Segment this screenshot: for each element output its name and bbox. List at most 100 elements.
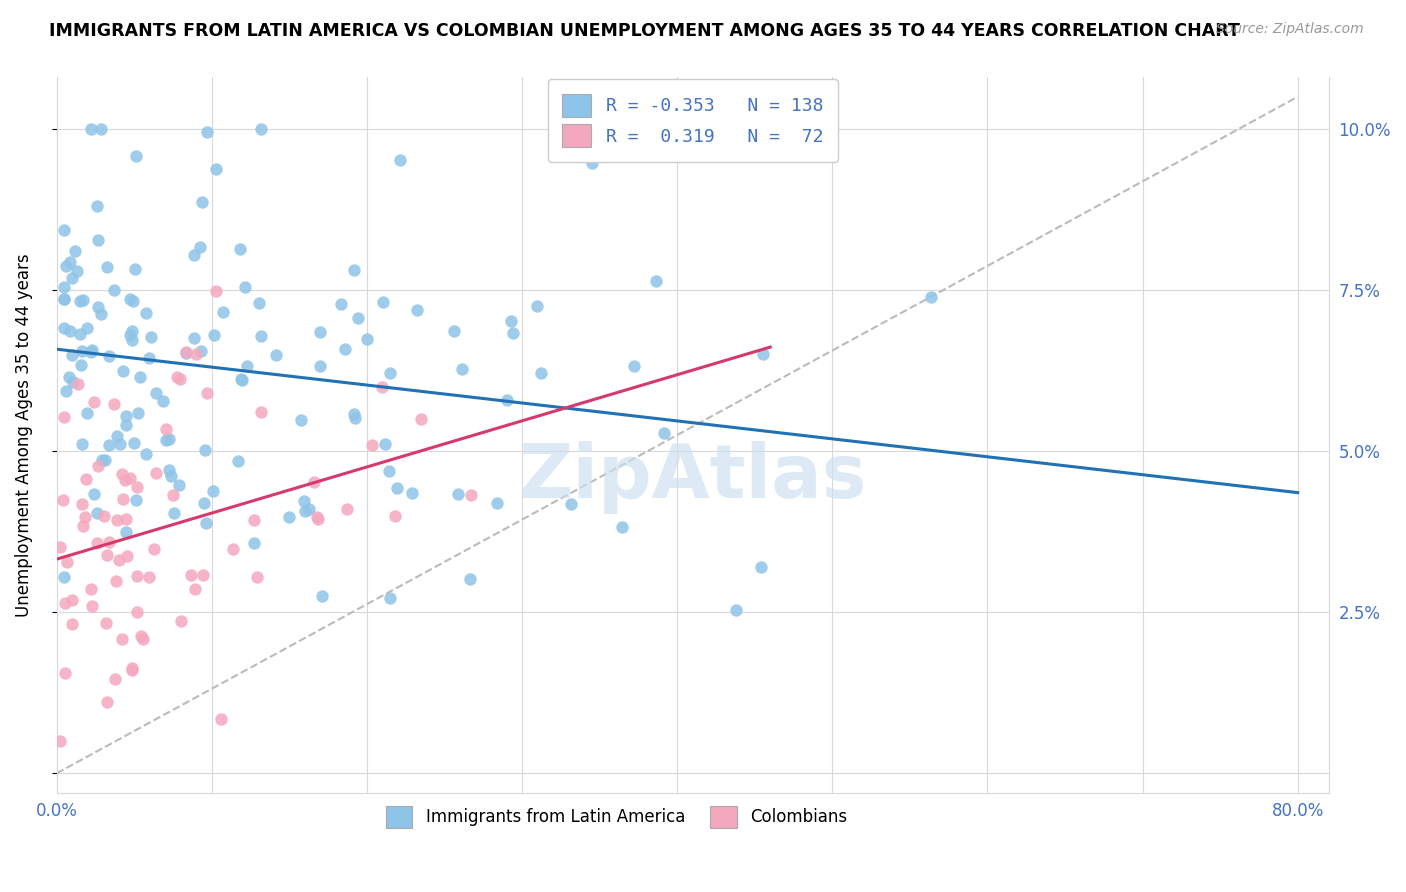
Text: IMMIGRANTS FROM LATIN AMERICA VS COLOMBIAN UNEMPLOYMENT AMONG AGES 35 TO 44 YEAR: IMMIGRANTS FROM LATIN AMERICA VS COLOMBI… [49, 22, 1240, 40]
Point [297, 502, 319, 516]
Point [294, 504, 316, 518]
Point [204, 284, 226, 298]
Point [51, 492, 73, 507]
Point [60, 593, 83, 607]
Point [56, 555, 79, 569]
Point [145, 466, 167, 480]
Point [343, 411, 366, 425]
Point [162, 506, 184, 520]
Point [97, 534, 120, 549]
Point [307, 511, 329, 525]
Point [752, 347, 775, 361]
Point [166, 370, 188, 384]
Point [80, 343, 103, 357]
Point [194, 516, 217, 530]
Point [190, 343, 212, 358]
Point [209, 712, 232, 726]
Point [90, 122, 112, 136]
Point [121, 661, 143, 675]
Point [127, 569, 149, 583]
Point [195, 385, 218, 400]
Point [460, 572, 482, 586]
Point [264, 347, 287, 361]
Point [495, 392, 517, 407]
Point [378, 366, 401, 380]
Point [460, 488, 482, 502]
Point [152, 394, 174, 409]
Point [290, 412, 312, 426]
Point [725, 602, 748, 616]
Point [229, 242, 252, 256]
Point [115, 417, 138, 432]
Point [183, 582, 205, 596]
Point [90, 453, 112, 467]
Point [67, 377, 90, 392]
Point [60, 616, 83, 631]
Point [53, 223, 76, 237]
Point [135, 447, 157, 461]
Point [94, 616, 117, 631]
Point [94, 452, 117, 467]
Point [309, 326, 332, 340]
Point [180, 568, 202, 582]
Point [211, 305, 233, 319]
Point [83, 395, 105, 409]
Point [623, 359, 645, 374]
Point [143, 541, 166, 556]
Point [401, 486, 423, 500]
Point [243, 512, 266, 526]
Point [346, 310, 368, 325]
Point [233, 280, 256, 294]
Point [222, 541, 245, 556]
Point [86, 536, 108, 550]
Point [183, 331, 205, 345]
Point [157, 432, 180, 446]
Point [125, 493, 148, 508]
Point [115, 525, 138, 540]
Point [138, 570, 160, 584]
Point [112, 364, 135, 378]
Point [499, 314, 522, 328]
Legend: Immigrants from Latin America, Colombians: Immigrants from Latin America, Colombian… [380, 799, 853, 834]
Point [443, 324, 465, 338]
Point [169, 478, 191, 492]
Point [96, 695, 118, 709]
Point [749, 560, 772, 574]
Point [108, 553, 131, 567]
Point [104, 672, 127, 686]
Point [360, 438, 382, 452]
Point [87, 233, 110, 247]
Point [66, 264, 89, 278]
Point [336, 501, 359, 516]
Point [302, 475, 325, 489]
Point [387, 481, 409, 495]
Point [53, 280, 76, 294]
Point [343, 263, 366, 277]
Point [121, 324, 143, 338]
Point [96, 548, 118, 562]
Point [79, 582, 101, 596]
Point [60, 348, 83, 362]
Point [174, 345, 197, 359]
Point [229, 372, 252, 386]
Point [127, 406, 149, 420]
Point [485, 495, 508, 509]
Point [103, 397, 125, 411]
Point [447, 487, 470, 501]
Point [333, 342, 356, 356]
Point [80, 122, 103, 136]
Point [191, 194, 214, 209]
Point [247, 296, 270, 310]
Point [75, 472, 97, 486]
Point [250, 405, 273, 419]
Point [72, 519, 94, 533]
Point [193, 496, 215, 510]
Point [125, 480, 148, 494]
Text: ZipAtlas: ZipAtlas [519, 442, 868, 515]
Point [307, 510, 329, 524]
Point [502, 326, 524, 341]
Point [128, 369, 150, 384]
Point [55, 259, 77, 273]
Point [581, 156, 603, 170]
Point [48, 734, 70, 748]
